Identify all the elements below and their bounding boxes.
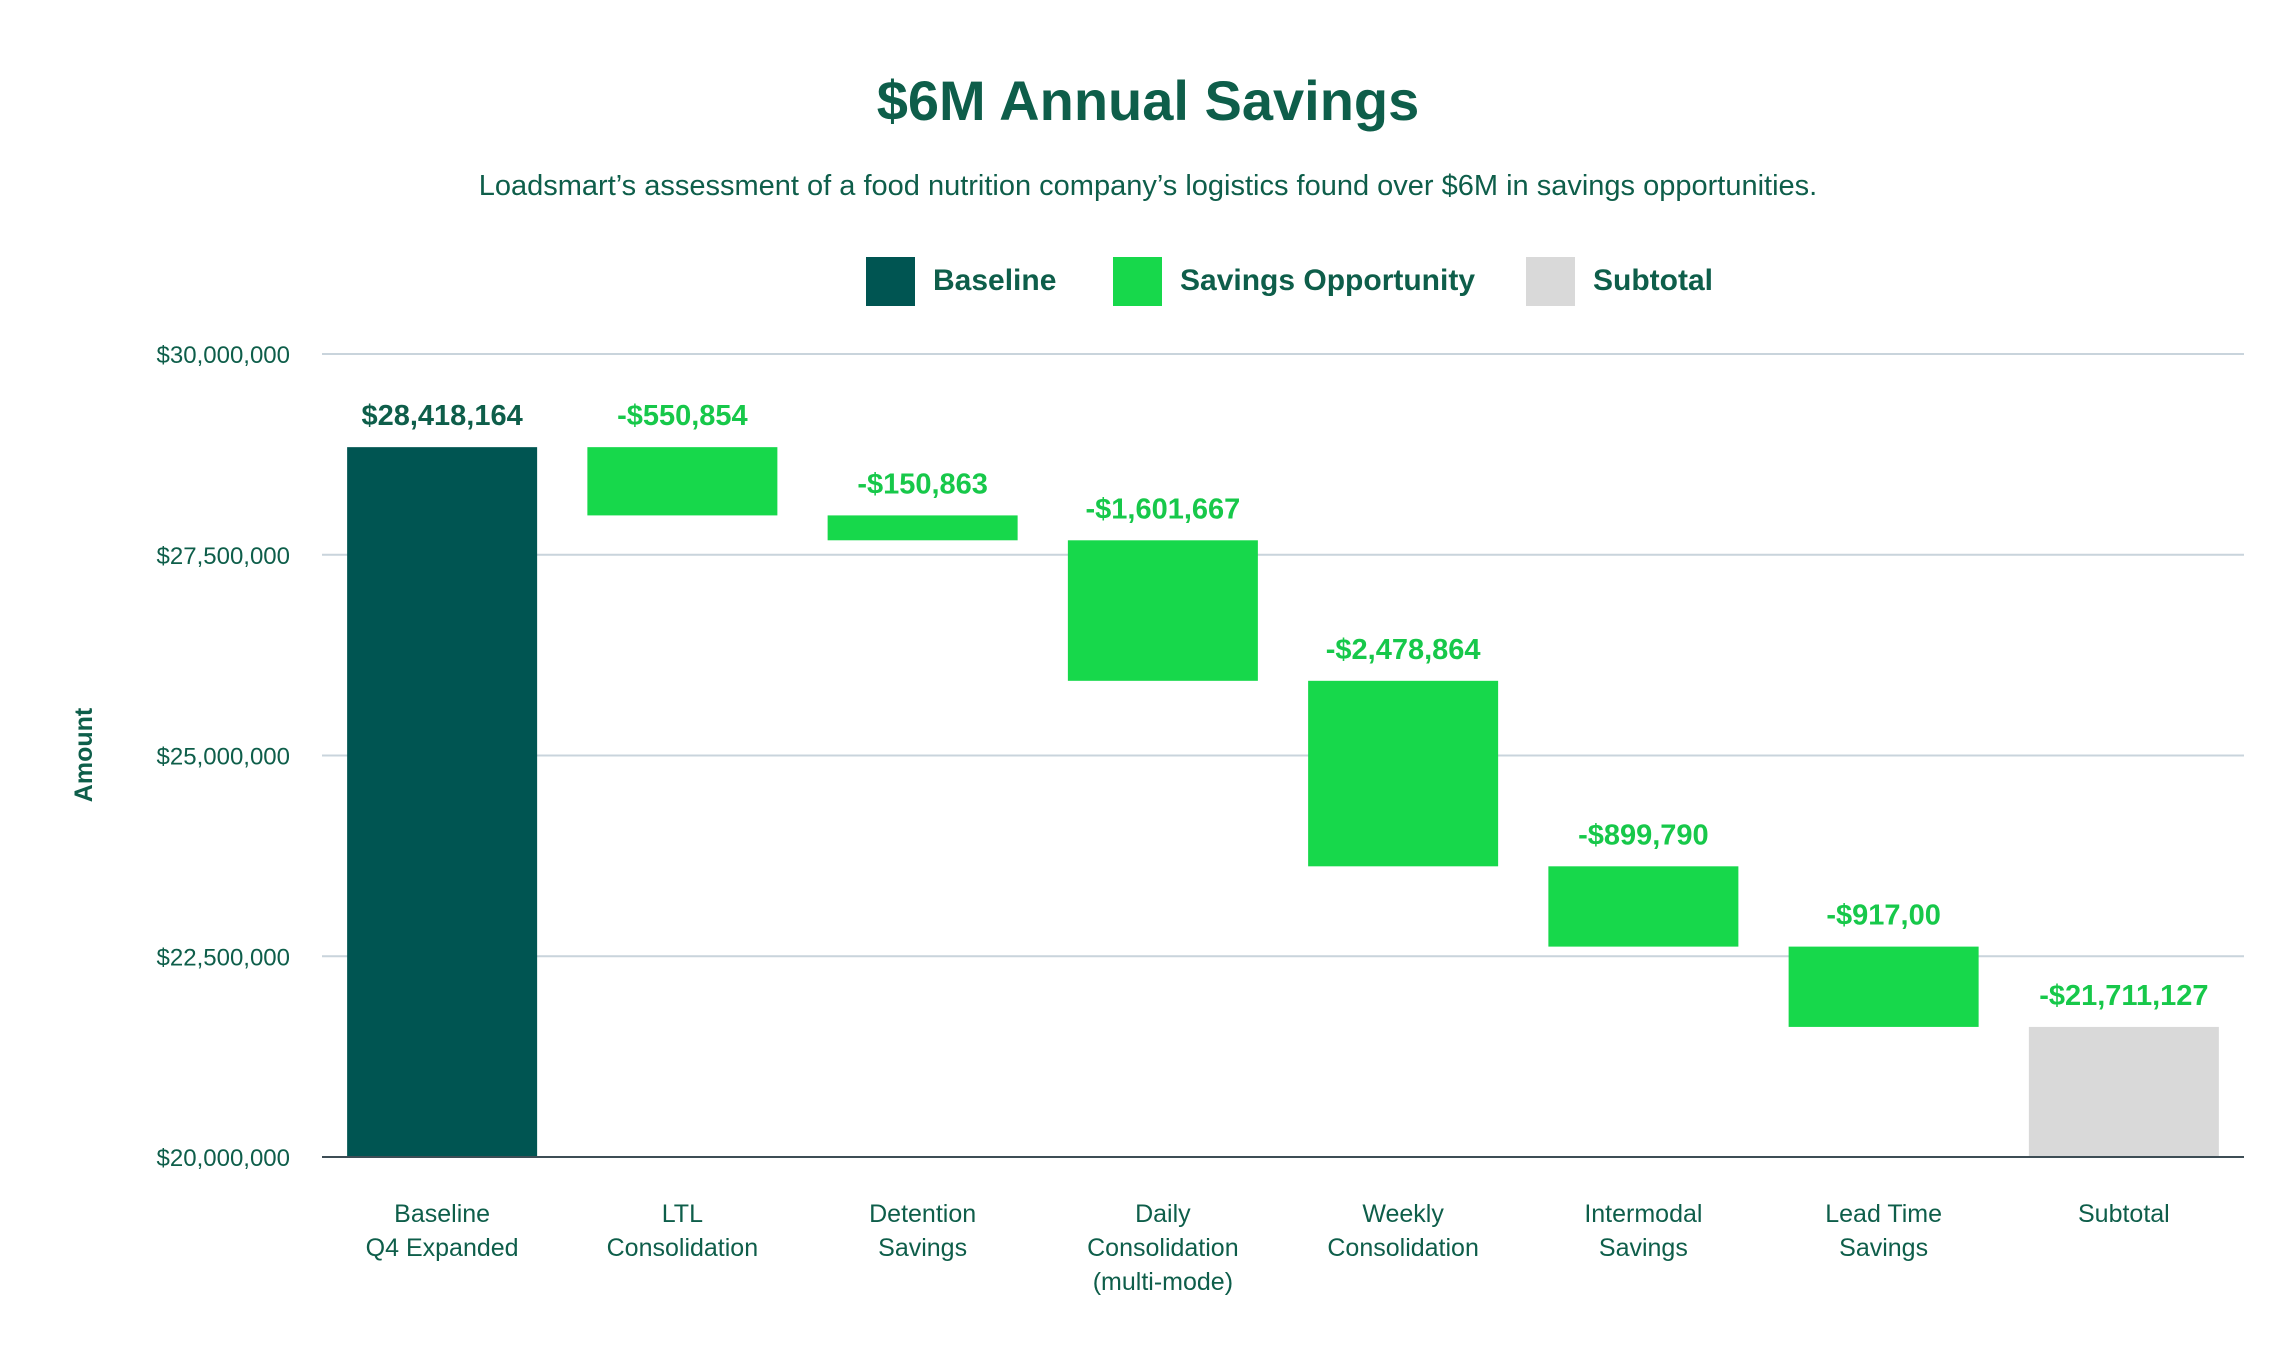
- chart-title: $6M Annual Savings: [876, 69, 1420, 132]
- legend-item-baseline: Baseline: [866, 255, 1056, 307]
- y-axis-ticks: $30,000,000 $27,500,000 $25,000,000 $22,500…: [157, 342, 290, 1172]
- data-label: -$550,854: [617, 400, 748, 432]
- bar-savings: [1548, 866, 1739, 947]
- x-tick-label: Savings: [1839, 1234, 1928, 1262]
- x-tick-label: Consolidation: [607, 1234, 759, 1262]
- x-tick-label: Weekly: [1362, 1200, 1444, 1228]
- legend-item-subtotal: Subtotal: [1526, 255, 1713, 307]
- x-tick-label: Savings: [878, 1234, 967, 1262]
- x-tick-label: (multi-mode): [1093, 1268, 1233, 1296]
- x-tick-label: Baseline: [394, 1200, 490, 1228]
- legend-swatch-baseline: [866, 256, 915, 306]
- data-label: -$899,790: [1578, 819, 1709, 851]
- y-tick-label: $27,500,000: [157, 543, 290, 570]
- data-label: -$917,00: [1826, 900, 1941, 932]
- bar-savings: [827, 515, 1018, 541]
- data-label: -$2,478,864: [1326, 634, 1481, 666]
- x-tick-label: Consolidation: [1087, 1234, 1239, 1262]
- bar-subtotal: [2028, 1026, 2219, 1157]
- chart-subtitle: Loadsmart’s assessment of a food nutriti…: [478, 170, 1818, 202]
- bar-savings: [587, 447, 778, 516]
- data-label: -$1,601,667: [1085, 493, 1240, 525]
- x-tick-label: Q4 Expanded: [366, 1234, 519, 1262]
- legend-swatch-subtotal: [1526, 256, 1575, 306]
- x-tick-label: Consolidation: [1327, 1234, 1479, 1262]
- grid-lines: [322, 353, 2244, 958]
- x-tick-label: Lead Time: [1825, 1200, 1942, 1228]
- legend: Baseline Savings Opportunity Subtotal: [0, 255, 2296, 315]
- bars: [347, 447, 2219, 1157]
- x-tick-label: Detention: [869, 1200, 976, 1228]
- y-tick-label: $25,000,000: [157, 744, 290, 771]
- y-tick-label: $20,000,000: [157, 1145, 290, 1172]
- legend-label-savings: Savings Opportunity: [1180, 264, 1476, 297]
- bar-baseline: [347, 447, 538, 1157]
- legend-label-baseline: Baseline: [933, 264, 1057, 297]
- data-label: -$150,863: [857, 468, 988, 500]
- legend-label-subtotal: Subtotal: [1593, 264, 1713, 297]
- bar-savings: [1067, 540, 1258, 681]
- data-label: $28,418,164: [361, 400, 522, 432]
- legend-swatch-savings: [1113, 256, 1162, 306]
- bar-savings: [1308, 680, 1499, 867]
- x-tick-label: Savings: [1599, 1234, 1688, 1262]
- value-labels: $28,418,164 -$550,854 -$150,863 -$1,601,667…: [361, 400, 2208, 1012]
- x-tick-label: LTL: [662, 1200, 703, 1228]
- x-tick-label: Subtotal: [2078, 1200, 2170, 1228]
- y-tick-label: $22,500,000: [157, 944, 290, 971]
- legend-item-savings: Savings Opportunity: [1113, 255, 1475, 307]
- bar-savings: [1788, 946, 1979, 1027]
- x-axis-ticks: Baseline Q4 Expanded LTL Consolidation Deten…: [366, 1200, 2170, 1296]
- x-tick-label: Daily: [1135, 1200, 1191, 1228]
- y-axis-label: Amount: [70, 707, 98, 802]
- x-tick-label: Intermodal: [1584, 1200, 1702, 1228]
- y-tick-label: $30,000,000: [157, 342, 290, 369]
- data-label: -$21,711,127: [2039, 980, 2208, 1012]
